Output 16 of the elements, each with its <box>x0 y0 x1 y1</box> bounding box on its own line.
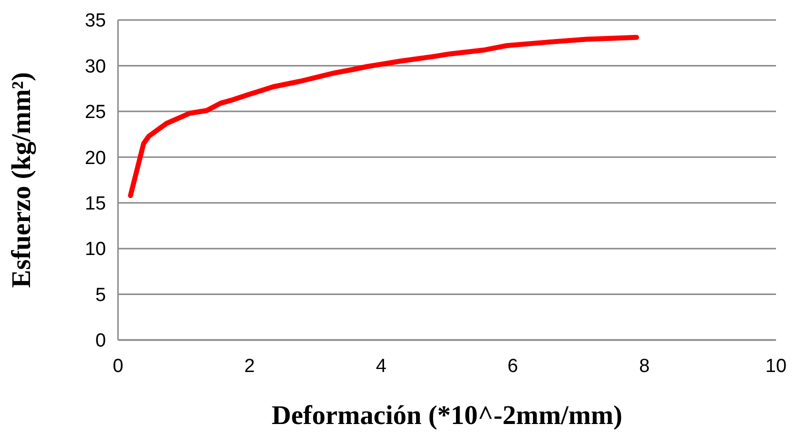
x-tick-label: 4 <box>376 356 387 377</box>
x-tick-label: 2 <box>244 356 255 377</box>
y-tick-label: 5 <box>95 284 106 306</box>
x-axis-title: Deformación (*10^-2mm/mm) <box>272 400 622 430</box>
y-tick-label: 30 <box>84 56 106 78</box>
y-tick-label: 20 <box>84 148 106 169</box>
y-tick-label: 0 <box>95 330 106 352</box>
x-tick-label: 8 <box>639 356 650 377</box>
x-tick-label: 0 <box>112 356 124 377</box>
y-tick-label: 35 <box>84 10 106 32</box>
y-tick-label: 10 <box>84 239 106 260</box>
y-tick-label: 15 <box>84 194 106 215</box>
y-axis-title: Esfuerzo (kg/mm²) <box>6 72 36 288</box>
y-tick-label: 25 <box>84 102 106 124</box>
x-tick-label: 6 <box>508 356 518 377</box>
x-tick-label: 10 <box>765 356 787 377</box>
